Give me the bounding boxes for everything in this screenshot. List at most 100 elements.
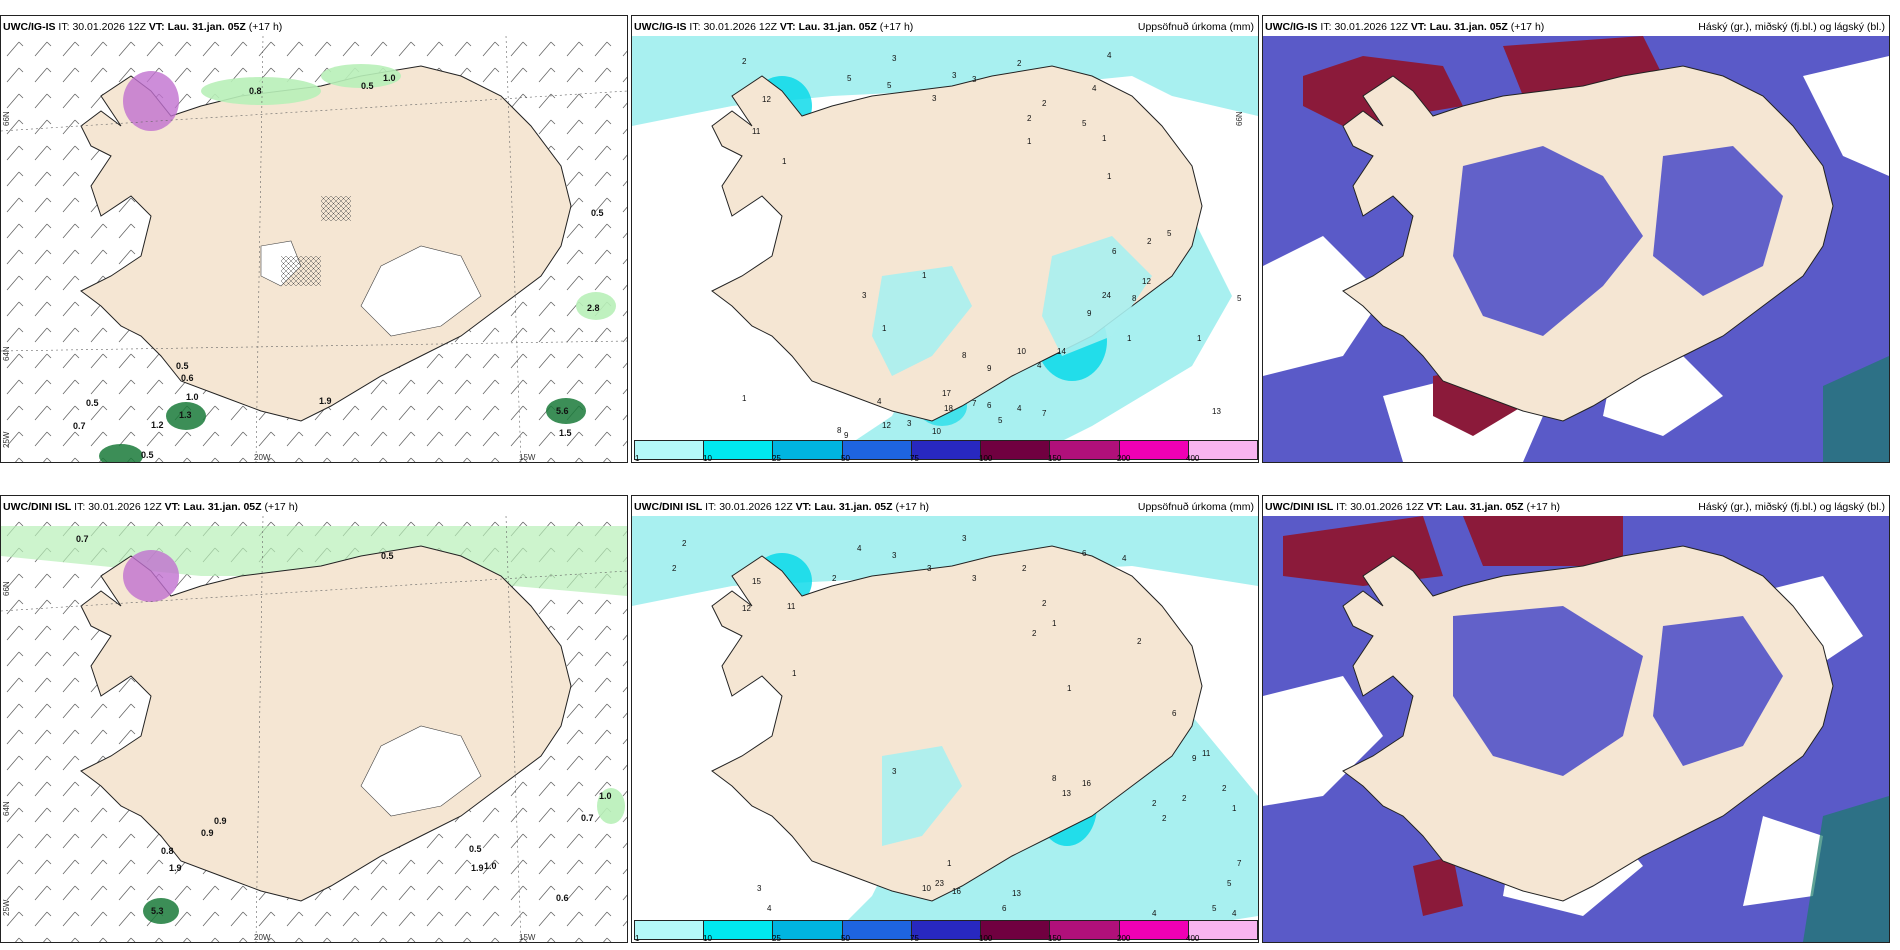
precip-label: 0.8 xyxy=(161,846,174,856)
precip-dark xyxy=(166,402,206,430)
accum-label: 11 xyxy=(1202,749,1211,758)
accum-label: 9 xyxy=(1087,309,1092,318)
colorbar-label: 150 xyxy=(1048,454,1062,463)
colorbar-segment xyxy=(842,921,912,939)
colorbar-segment xyxy=(1119,441,1189,459)
precip-label: 0.5 xyxy=(591,208,604,218)
accum-label: 1 xyxy=(1102,134,1107,143)
accum-label: 2 xyxy=(672,564,677,573)
accum-label: 3 xyxy=(892,54,897,63)
accum-label: 12 xyxy=(882,421,891,430)
accum-label: 3 xyxy=(892,551,897,560)
accum-label: 8 xyxy=(1132,294,1137,303)
accum-label: 1 xyxy=(1107,172,1112,181)
panel-subtitle: Uppsöfnuð úrkoma (mm) xyxy=(1137,501,1254,513)
low-cloud-land xyxy=(1653,616,1783,766)
colorbar-segment xyxy=(1188,921,1257,939)
accum-label: 10 xyxy=(922,884,931,893)
accum-label: 12 xyxy=(762,95,771,104)
accum-label: 5 xyxy=(1082,119,1087,128)
accum-label: 2 xyxy=(832,574,837,583)
panel-ig-is-clouds: UWC/IG-IS IT: 30.01.2026 12Z VT: Lau. 31… xyxy=(1262,15,1890,463)
accum-label: 13 xyxy=(1212,407,1221,416)
accum-label: 6 xyxy=(1172,709,1177,718)
accum-label: 1 xyxy=(922,271,927,280)
colorbar-label: 50 xyxy=(841,934,850,943)
lat-label: 64N xyxy=(2,801,11,816)
precip-label: 1.0 xyxy=(599,791,612,801)
precip-label: 0.9 xyxy=(201,828,214,838)
accum-label: 2 xyxy=(1027,114,1032,123)
precip-label: 0.5 xyxy=(361,81,374,91)
colorbar-segment xyxy=(773,921,843,939)
accum-label: 8 xyxy=(837,426,842,435)
colorbar-segment xyxy=(1050,441,1120,459)
colorbar-segment xyxy=(704,921,774,939)
accum-label: 2 xyxy=(1042,599,1047,608)
accum-label: 12 xyxy=(742,604,751,613)
accum-label: 3 xyxy=(962,534,967,543)
accum-label: 4 xyxy=(1037,361,1042,370)
precip-label: 0.5 xyxy=(86,398,99,408)
panel-ig-is-wind: UWC/IG-IS IT: 30.01.2026 12Z VT: Lau. 31… xyxy=(0,15,628,463)
colorbar-label: 100 xyxy=(979,454,993,463)
accum-label: 4 xyxy=(1152,909,1157,918)
colorbar-segment xyxy=(981,921,1051,939)
accum-label: 6 xyxy=(1002,904,1007,913)
cloud-map xyxy=(1263,36,1889,462)
iceland-land xyxy=(711,545,1203,902)
accum-label: 3 xyxy=(972,75,977,84)
precip-label: 1.0 xyxy=(186,392,199,402)
accum-label: 6 xyxy=(1112,247,1117,256)
colorbar-segment xyxy=(773,441,843,459)
accum-label: 5 xyxy=(998,416,1003,425)
colorbar-label: 10 xyxy=(703,934,712,943)
colorbar-segment xyxy=(1050,921,1120,939)
colorbar-label: 50 xyxy=(841,454,850,463)
colorbar-label: 1 xyxy=(635,934,640,943)
mid-cloud xyxy=(1823,356,1889,462)
lon-label: 20W xyxy=(254,453,271,462)
accum-label: 4 xyxy=(1017,404,1022,413)
accum-label: 1 xyxy=(1052,619,1057,628)
accum-label: 1 xyxy=(1197,334,1202,343)
precip-dark xyxy=(546,398,586,424)
precip-label: 1.9 xyxy=(169,863,182,873)
accum-label: 2 xyxy=(1222,784,1227,793)
precip-label: 1.9 xyxy=(319,396,332,406)
accum-label: 4 xyxy=(1092,84,1097,93)
lat-label: 66N xyxy=(2,581,11,596)
hatched-area xyxy=(281,256,321,286)
clear-sky xyxy=(1743,816,1823,906)
colorbar-segment xyxy=(635,921,705,939)
precip-area xyxy=(632,36,1258,126)
accum-label: 13 xyxy=(1012,889,1021,898)
colorbar-segment xyxy=(911,441,982,459)
accum-label: 4 xyxy=(877,397,882,406)
accum-label: 4 xyxy=(1107,51,1112,60)
precip-green xyxy=(201,77,321,105)
panel-title: UWC/IG-IS IT: 30.01.2026 12Z VT: Lau. 31… xyxy=(634,21,914,33)
clear-sky xyxy=(1263,676,1383,806)
accum-label: 1 xyxy=(742,394,747,403)
accum-label: 18 xyxy=(944,404,953,413)
accum-label: 3 xyxy=(757,884,762,893)
precip-label: 0.6 xyxy=(556,893,569,903)
accum-label: 3 xyxy=(927,564,932,573)
precip-label: 5.3 xyxy=(151,906,164,916)
accum-label: 1 xyxy=(882,324,887,333)
accum-label: 2 xyxy=(682,539,687,548)
panel-subtitle: Háský (gr.), miðský (fj.bl.) og lágský (… xyxy=(1698,501,1885,513)
cloud-map xyxy=(1263,516,1889,942)
panel-title: UWC/IG-IS IT: 30.01.2026 12Z VT: Lau. 31… xyxy=(1265,21,1545,33)
colorbar-label: 75 xyxy=(910,934,919,943)
accum-label: 23 xyxy=(935,879,944,888)
accum-label: 5 xyxy=(1212,904,1217,913)
lon-label: 15W xyxy=(519,933,536,942)
precip-green xyxy=(576,292,616,320)
accum-label: 4 xyxy=(857,544,862,553)
precip-green xyxy=(597,788,625,824)
accum-label: 3 xyxy=(892,767,897,776)
precip-dark xyxy=(99,444,143,462)
mid-cloud xyxy=(1803,796,1889,942)
